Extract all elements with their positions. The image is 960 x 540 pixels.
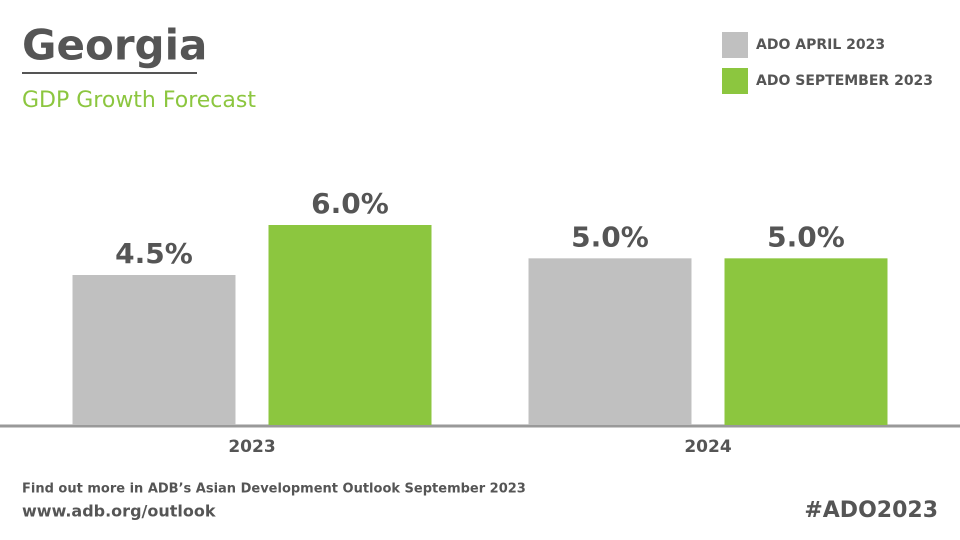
value-label: 6.0% bbox=[311, 187, 389, 220]
chart-subtitle: GDP Growth Forecast bbox=[22, 88, 256, 113]
value-label: 5.0% bbox=[571, 220, 649, 253]
value-label: 5.0% bbox=[767, 220, 845, 253]
legend-label: ADO SEPTEMBER 2023 bbox=[756, 73, 933, 89]
footer-note: Find out more in ADB’s Asian Development… bbox=[22, 482, 526, 497]
legend-swatch bbox=[722, 68, 748, 94]
footer-url: www.adb.org/outlook bbox=[22, 502, 216, 521]
value-label: 4.5% bbox=[115, 237, 193, 270]
bar bbox=[528, 258, 692, 425]
legend-label: ADO APRIL 2023 bbox=[756, 37, 885, 53]
legend-swatch bbox=[722, 32, 748, 58]
bar bbox=[724, 258, 888, 425]
chart-title: Georgia bbox=[22, 21, 207, 70]
x-tick-label: 2024 bbox=[684, 437, 731, 457]
x-tick-label: 2023 bbox=[228, 437, 275, 457]
bar bbox=[72, 275, 236, 425]
bar bbox=[268, 225, 432, 425]
footer-hashtag: #ADO2023 bbox=[804, 498, 938, 523]
